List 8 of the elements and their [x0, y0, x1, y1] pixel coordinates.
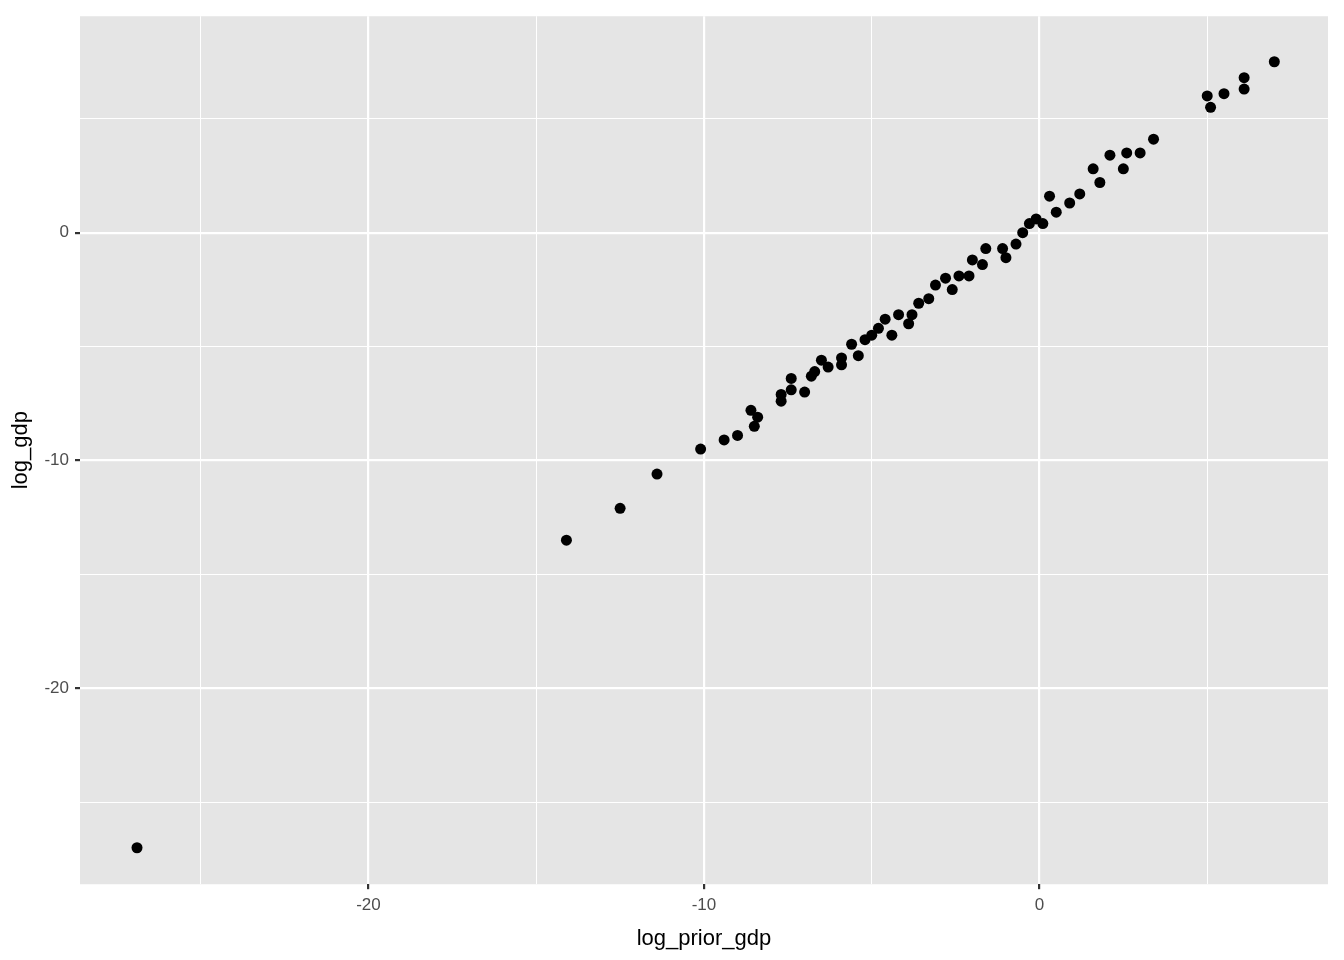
y-tick-label: -20: [44, 677, 69, 697]
x-tick-label: -20: [356, 895, 381, 915]
y-tick-label: 0: [59, 222, 69, 242]
x-axis-title: log_prior_gdp: [636, 924, 772, 950]
x-tick-label: -10: [691, 895, 717, 915]
x-tick-label: 0: [1034, 895, 1045, 915]
y-tick-label: -10: [44, 450, 69, 470]
y-axis-title: log_gdp: [7, 411, 33, 490]
